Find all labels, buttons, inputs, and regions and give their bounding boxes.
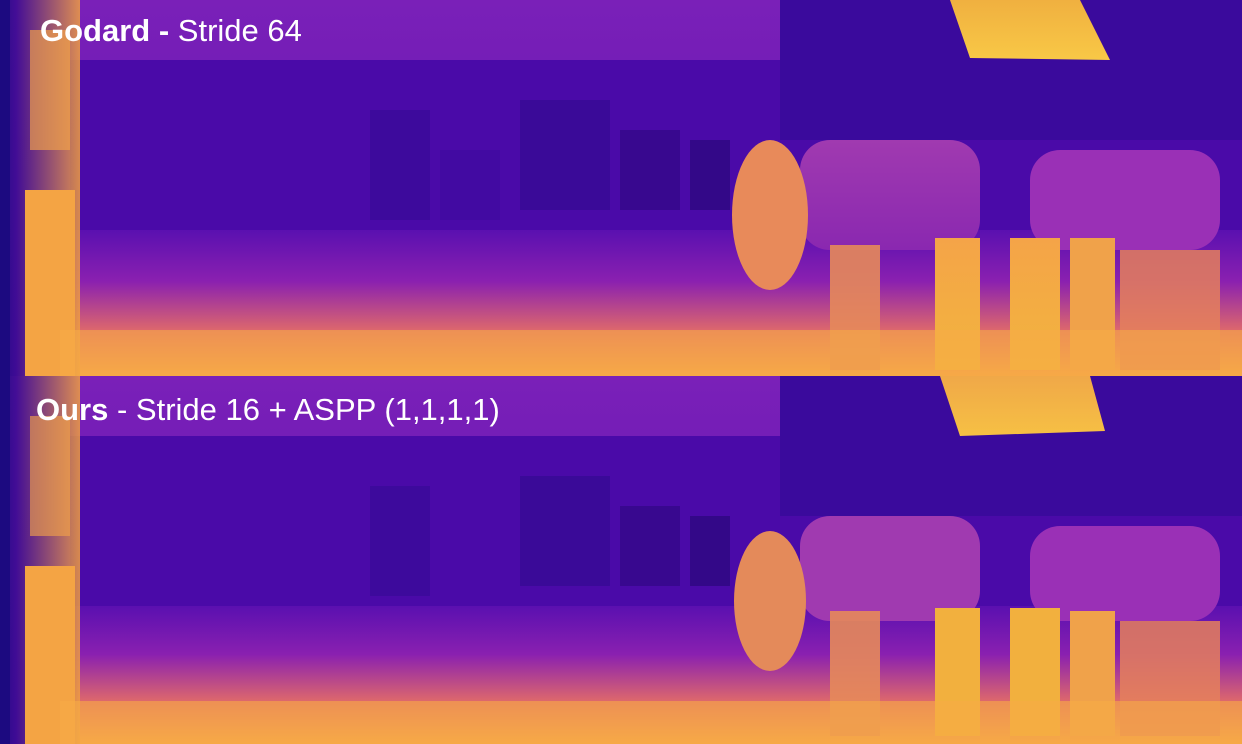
godard-caption-separator: - [150, 13, 178, 48]
godard-caption: Godard - Stride 64 [40, 15, 302, 46]
ours-method-label: Ours [36, 392, 109, 427]
ours-caption: Ours - Stride 16 + ASPP (1,1,1,1) [36, 394, 500, 425]
ours-depth-panel: Ours - Stride 16 + ASPP (1,1,1,1) [0, 376, 1242, 744]
godard-depth-map [0, 0, 1242, 376]
godard-method-label: Godard [40, 13, 151, 48]
godard-setting-label: Stride 64 [177, 13, 302, 48]
ours-setting-label: Stride 16 + ASPP (1,1,1,1) [135, 392, 500, 427]
ours-depth-map [0, 376, 1242, 744]
godard-depth-panel: Godard - Stride 64 [0, 0, 1242, 376]
ours-caption-separator: - [108, 392, 136, 427]
